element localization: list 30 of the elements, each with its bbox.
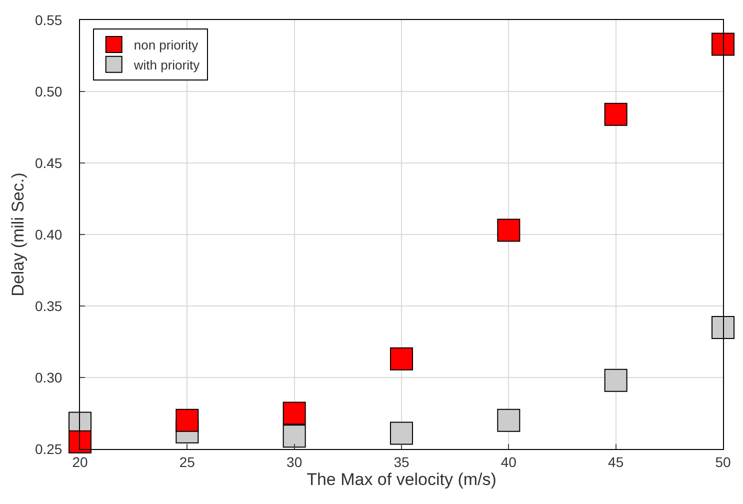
x-tick-label: 45	[608, 454, 624, 470]
legend-label: with priority	[132, 58, 200, 72]
point	[497, 218, 520, 242]
x-tick-label: 35	[394, 454, 410, 470]
x-axis-title: The Max of velocity (m/s)	[306, 470, 496, 490]
point	[390, 347, 413, 370]
point	[604, 368, 628, 392]
y-tick-label: 0.30	[34, 369, 62, 386]
x-tick-label: 20	[72, 454, 88, 470]
y-tick-label: 0.25	[34, 440, 62, 457]
point	[712, 316, 734, 339]
y-tick-label: 0.55	[34, 12, 62, 28]
x-tick-label: 30	[286, 454, 302, 470]
point	[176, 408, 199, 432]
y-axis-title: Delay (mili Sec.)	[8, 172, 28, 296]
y-tick-label: 0.40	[34, 226, 62, 242]
point	[282, 424, 306, 448]
point	[68, 430, 92, 454]
x-tick-label: 25	[179, 454, 196, 470]
y-tick-label: 0.45	[34, 154, 62, 171]
x-tick-label: 40	[500, 454, 517, 470]
point	[712, 32, 734, 56]
x-tick-label: 50	[715, 454, 731, 470]
y-tick-label: 0.50	[34, 83, 62, 100]
legend-label: non priority	[134, 38, 199, 53]
point	[497, 408, 520, 432]
point	[604, 102, 628, 126]
y-tick-label: 0.35	[34, 298, 62, 314]
point	[390, 422, 413, 445]
point	[282, 402, 306, 425]
